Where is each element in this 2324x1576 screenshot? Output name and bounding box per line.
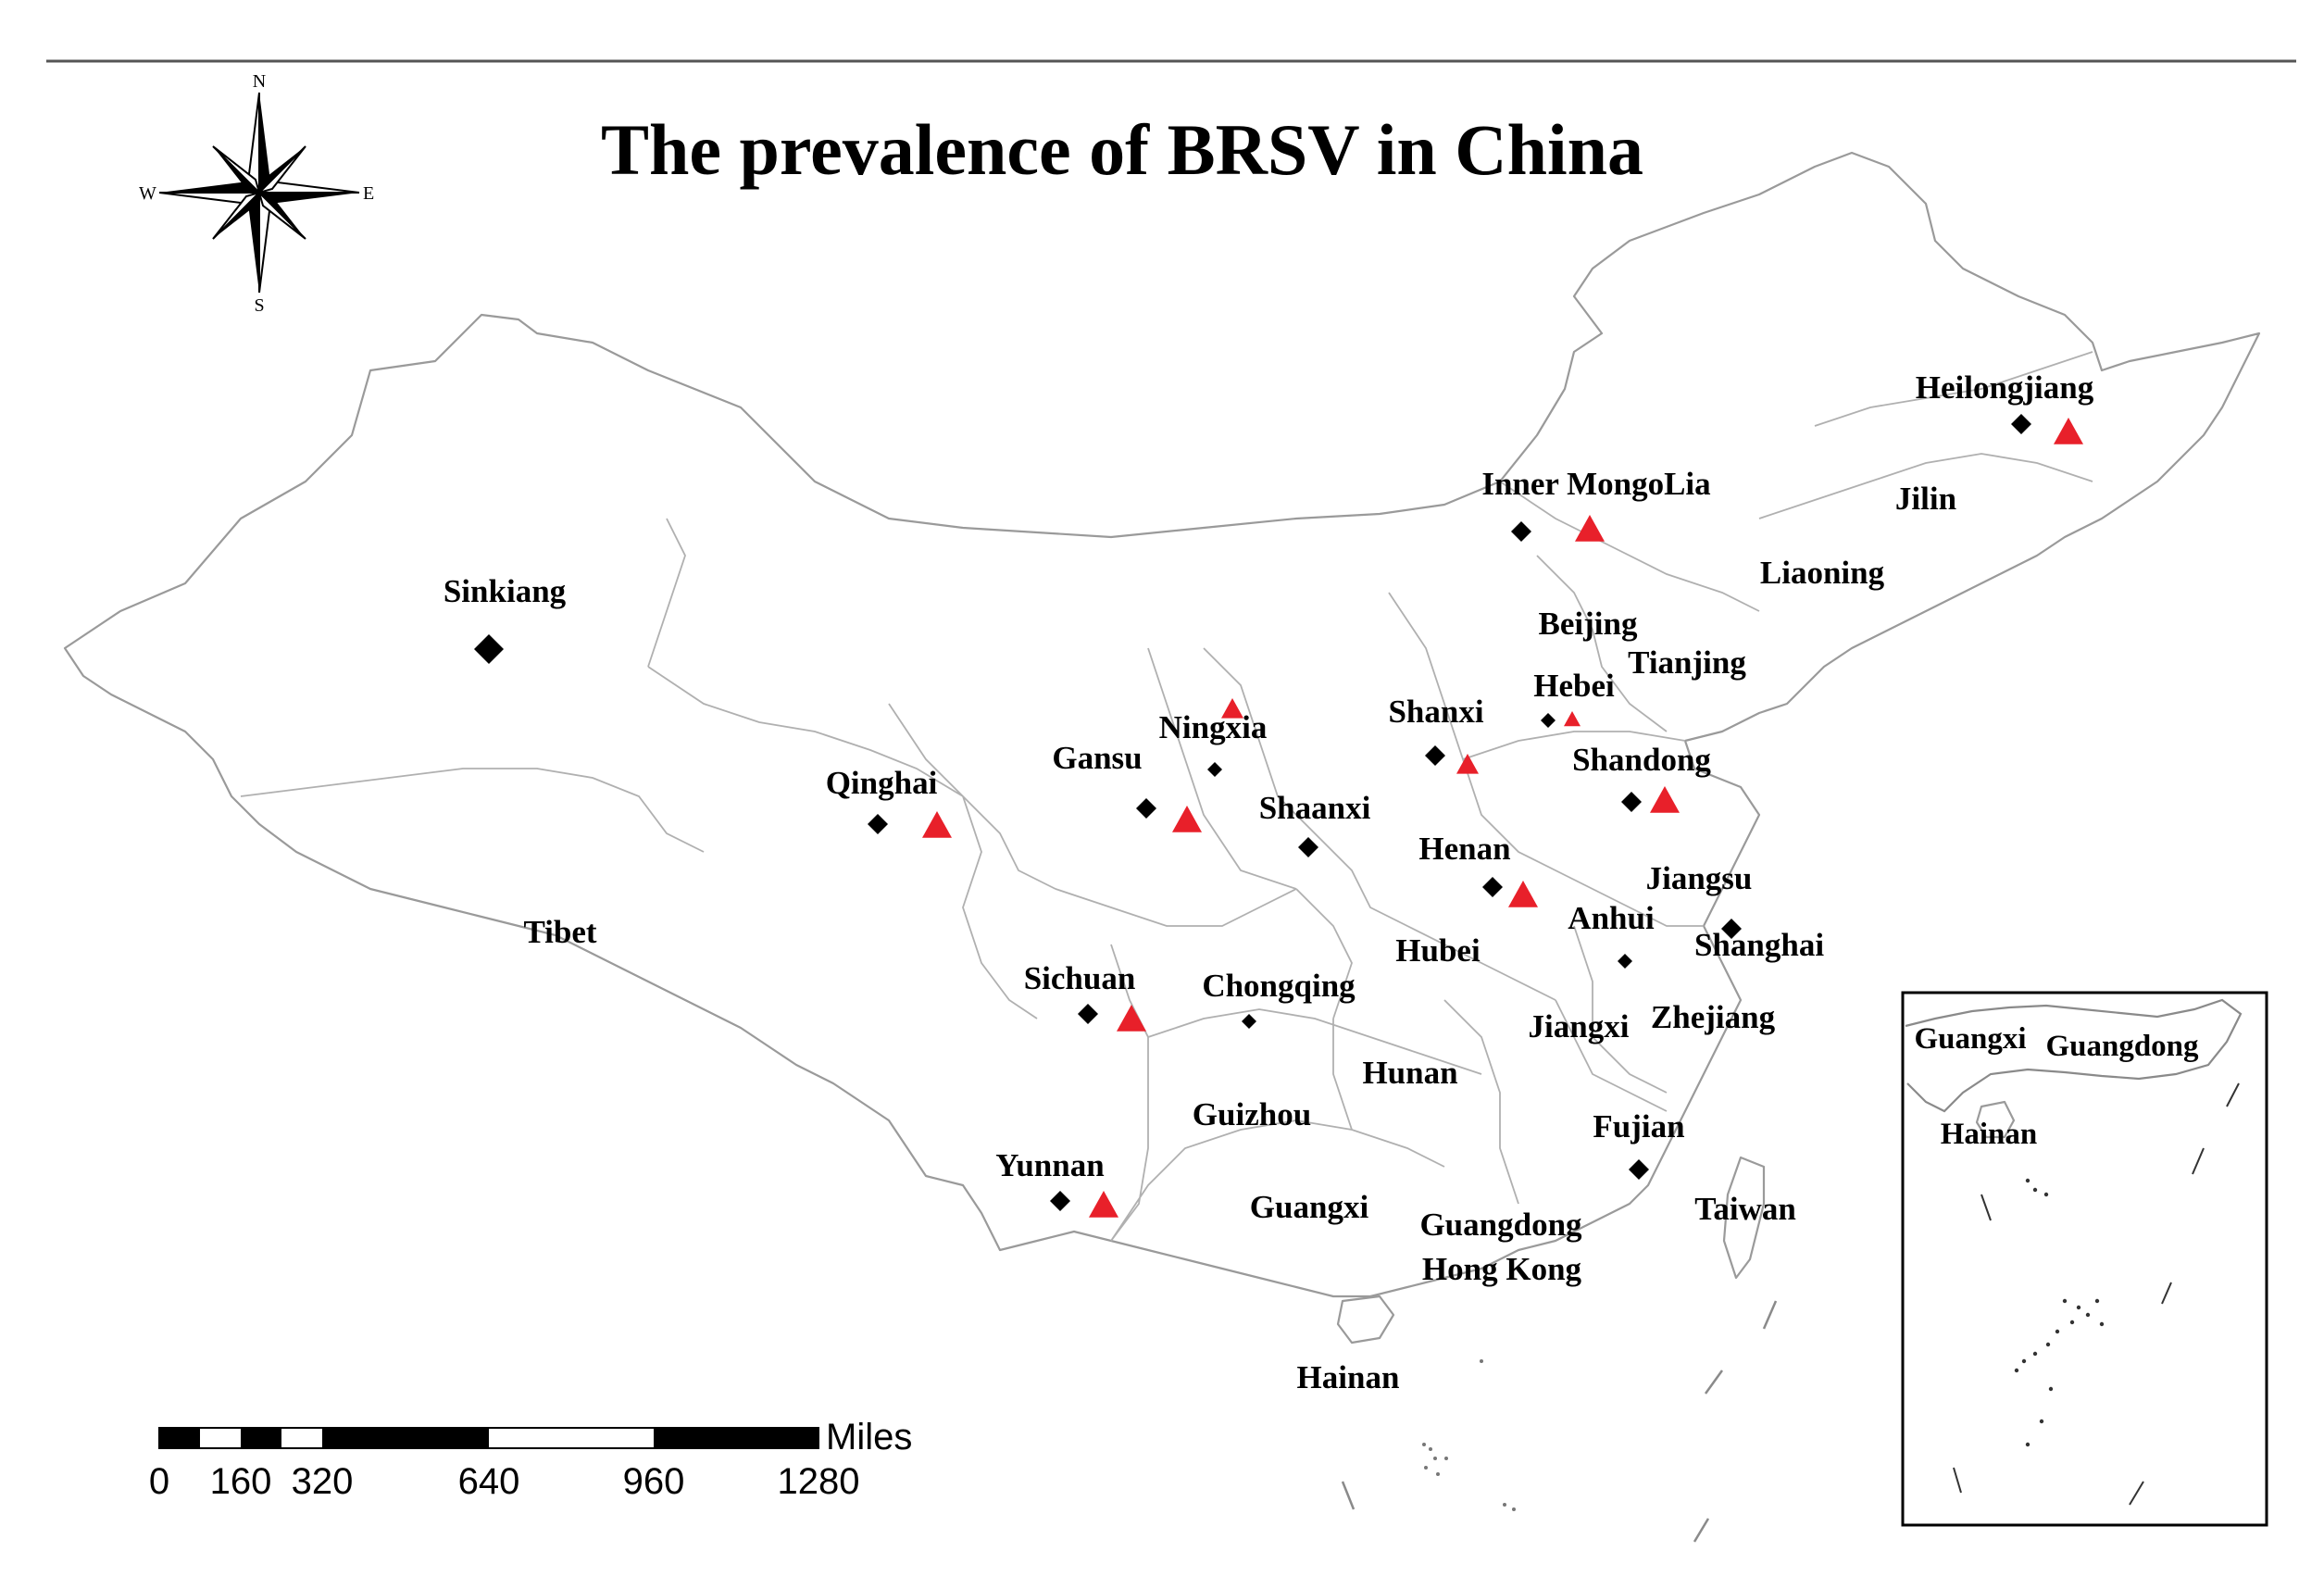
compass-rose-icon: N S E W (139, 71, 374, 316)
province-borders (240, 351, 2093, 1242)
region-label-inner-mongolia: Inner MongoLia (1481, 466, 1710, 502)
diamond-marker-heilongjiang (2011, 414, 2031, 434)
triangle-marker-yunnan (1089, 1191, 1118, 1218)
scale-tick-960: 960 (623, 1461, 685, 1502)
scale-tick-1280: 1280 (778, 1461, 860, 1502)
region-label-chongqing: Chongqing (1202, 968, 1356, 1004)
taiwan-outline (1722, 1156, 1766, 1280)
diamond-marker-jiangsu (1721, 919, 1742, 939)
compass-s: S (254, 295, 264, 316)
triangle-marker-inner-mongolia (1575, 515, 1605, 542)
nine-dash-marks (1341, 1300, 1778, 1543)
region-label-beijing: Beijing (1539, 606, 1638, 642)
diamond-marker-chongqing (1242, 1014, 1256, 1029)
diamond-marker-gansu (1136, 798, 1156, 819)
diamond-marker-hebei (1541, 713, 1556, 728)
region-label-jiangxi: Jiangxi (1529, 1008, 1630, 1044)
region-label-guangdong: Guangdong (1419, 1207, 1582, 1243)
compass-w: W (139, 183, 156, 204)
region-label-shanghai: Shanghai (1694, 927, 1824, 963)
diamond-marker-sinkiang (474, 634, 504, 664)
hainan-outline (1336, 1295, 1395, 1345)
triangle-marker-ningxia (1221, 698, 1243, 719)
region-label-hebei: Hebei (1533, 668, 1615, 704)
map-title: The prevalence of BRSV in China (601, 109, 1643, 190)
region-label-liaoning: Liaoning (1760, 555, 1885, 591)
region-label-jilin: Jilin (1895, 481, 1956, 517)
triangle-marker-hebei (1564, 711, 1581, 727)
region-label-guizhou: Guizhou (1193, 1096, 1311, 1132)
inset-label-guangdong: Guangdong (2045, 1030, 2199, 1063)
region-label-qinghai: Qinghai (826, 765, 938, 801)
region-label-hainan: Hainan (1297, 1359, 1400, 1395)
diamond-marker-ningxia (1207, 762, 1222, 777)
diamond-marker-shaanxi (1298, 837, 1318, 857)
scale-unit: Miles (826, 1417, 912, 1457)
china-basemap (63, 151, 2261, 1543)
region-label-ningxia: Ningxia (1159, 709, 1268, 745)
diamond-marker-qinghai (868, 814, 888, 834)
diamond-marker-shandong (1621, 792, 1642, 812)
region-label-hubei: Hubei (1395, 932, 1481, 969)
diamond-marker-fujian (1629, 1159, 1649, 1180)
triangle-marker-gansu (1172, 806, 1202, 832)
diamond-marker-sichuan (1078, 1004, 1098, 1024)
region-label-tianjing: Tianjing (1628, 644, 1746, 681)
triangle-marker-shanxi (1456, 754, 1479, 774)
region-label-zhejiang: Zhejiang (1651, 999, 1776, 1035)
region-label-sinkiang: Sinkiang (444, 573, 567, 609)
inset-label-guangxi: Guangxi (1914, 1022, 2026, 1056)
compass-e: E (363, 183, 374, 204)
island-dots (1422, 1359, 1516, 1511)
region-label-fujian: Fujian (1593, 1108, 1684, 1144)
scale-bar: Miles 0 160 320 640 960 1280 (149, 1417, 912, 1502)
region-label-henan: Henan (1418, 831, 1510, 867)
diamond-marker-anhui (1618, 954, 1632, 969)
south-china-sea-inset: Guangxi Guangdong Hainan (1901, 991, 2268, 1527)
diamond-marker-shanxi (1425, 745, 1445, 766)
region-label-taiwan: Taiwan (1694, 1191, 1796, 1227)
scale-tick-640: 640 (458, 1461, 520, 1502)
triangle-marker-sichuan (1117, 1005, 1146, 1032)
triangle-marker-shandong (1650, 786, 1680, 813)
region-label-shaanxi: Shaanxi (1259, 790, 1371, 826)
region-label-hong-kong: Hong Kong (1422, 1251, 1582, 1287)
region-label-gansu: Gansu (1052, 740, 1142, 776)
region-label-shanxi: Shanxi (1388, 694, 1483, 730)
region-label-shandong: Shandong (1572, 742, 1711, 778)
region-label-jiangsu: Jiangsu (1646, 860, 1753, 896)
region-label-yunnan: Yunnan (995, 1147, 1104, 1183)
region-label-sichuan: Sichuan (1024, 960, 1136, 996)
triangle-marker-qinghai (922, 811, 952, 838)
china-outline (63, 151, 2261, 1298)
triangle-marker-heilongjiang (2054, 418, 2083, 444)
diamond-marker-henan (1482, 877, 1503, 897)
region-label-guangxi: Guangxi (1250, 1189, 1369, 1225)
scale-tick-160: 160 (210, 1461, 272, 1502)
scale-tick-0: 0 (149, 1461, 169, 1502)
diamond-marker-inner-mongolia (1511, 521, 1531, 542)
diamond-marker-yunnan (1050, 1191, 1070, 1211)
region-label-tibet: Tibet (523, 914, 596, 950)
inset-label-hainan: Hainan (1941, 1118, 2038, 1151)
triangle-marker-henan (1508, 881, 1538, 907)
region-label-hunan: Hunan (1362, 1055, 1457, 1091)
region-label-heilongjiang: Heilongjiang (1916, 369, 2094, 406)
compass-n: N (253, 71, 266, 92)
scale-tick-320: 320 (292, 1461, 354, 1502)
region-label-anhui: Anhui (1568, 900, 1655, 936)
